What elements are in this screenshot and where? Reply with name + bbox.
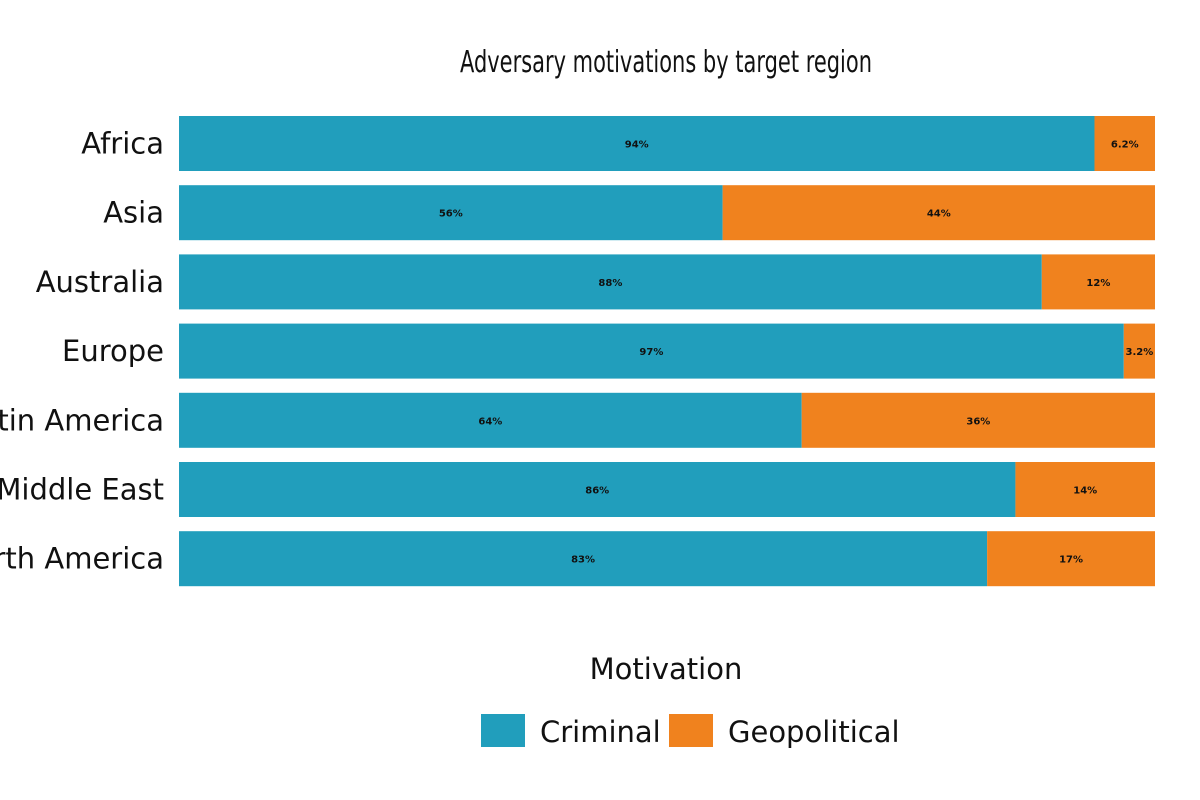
- bar-criminal-australia: [179, 254, 1042, 310]
- category-label-australia: Australia: [36, 265, 164, 299]
- data-label-criminal-asia: 56%: [439, 209, 463, 220]
- data-label-geopolitical-middle-east: 14%: [1073, 486, 1097, 497]
- bar-geopolitical-north-america: [987, 531, 1155, 587]
- category-labels: Africa Asia Australia Europe Latin America Mi…: [0, 127, 164, 576]
- bars-layer: 94% 6.2% 56% 44% 88% 12% 97% 3.2% 64% 36% 86% 14% 83…: [179, 116, 1155, 587]
- data-label-geopolitical-africa: 6.2%: [1111, 140, 1139, 151]
- data-label-criminal-australia: 88%: [598, 278, 622, 289]
- data-label-geopolitical-australia: 12%: [1086, 278, 1110, 289]
- category-label-europe: Europe: [62, 334, 164, 368]
- bar-criminal-asia: [179, 185, 723, 241]
- legend-swatch-criminal: [481, 714, 525, 747]
- bar-geopolitical-asia: [722, 185, 1155, 241]
- category-label-africa: Africa: [81, 127, 164, 161]
- bar-criminal-latin-america: [179, 392, 802, 448]
- bar-geopolitical-australia: [1041, 254, 1155, 310]
- legend-items: Criminal Geopolitical: [481, 714, 900, 749]
- data-label-criminal-latin-america: 64%: [478, 416, 502, 427]
- bar-criminal-europe: [179, 323, 1124, 379]
- bar-geopolitical-africa: [1094, 116, 1155, 171]
- legend-label-criminal: Criminal: [540, 715, 661, 749]
- bar-geopolitical-latin-america: [801, 392, 1155, 448]
- legend-label-geopolitical: Geopolitical: [728, 715, 900, 749]
- legend-swatch-geopolitical: [669, 714, 713, 747]
- category-label-asia: Asia: [103, 196, 164, 230]
- data-label-criminal-africa: 94%: [625, 140, 649, 151]
- data-label-geopolitical-europe: 3.2%: [1126, 347, 1154, 358]
- bar-criminal-north-america: [179, 531, 988, 587]
- legend-title: Motivation: [590, 652, 743, 686]
- data-label-geopolitical-latin-america: 36%: [966, 416, 990, 427]
- data-label-geopolitical-north-america: 17%: [1059, 555, 1083, 566]
- category-label-north-america: North America: [0, 542, 164, 576]
- category-label-latin-america: Latin America: [0, 403, 164, 437]
- data-label-criminal-europe: 97%: [639, 347, 663, 358]
- bar-criminal-middle-east: [179, 462, 1016, 517]
- chart-title: Adversary motivations by target region: [460, 45, 872, 80]
- data-label-criminal-north-america: 83%: [571, 555, 595, 566]
- bar-criminal-africa: [179, 116, 1095, 171]
- legend: Motivation Criminal Geopolitical: [481, 652, 900, 749]
- bar-geopolitical-europe: [1123, 323, 1155, 379]
- bar-geopolitical-middle-east: [1015, 462, 1155, 517]
- category-label-middle-east: Middle East: [0, 473, 164, 507]
- data-label-criminal-middle-east: 86%: [585, 486, 609, 497]
- data-label-geopolitical-asia: 44%: [927, 209, 951, 220]
